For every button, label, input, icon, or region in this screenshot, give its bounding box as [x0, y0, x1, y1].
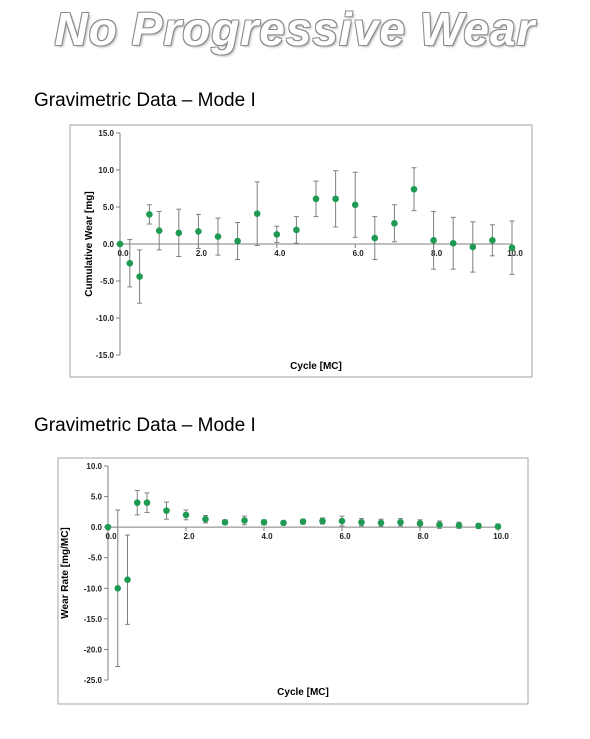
data-point	[126, 259, 134, 267]
y-axis-label: Cumulative Wear [mg]	[84, 191, 95, 296]
data-point	[455, 522, 463, 529]
x-tick-label: 0.0	[117, 249, 129, 258]
data-point	[114, 584, 122, 592]
y-tick-label: -20.0	[84, 645, 103, 654]
data-point	[436, 521, 443, 528]
y-tick-label: -10.0	[96, 314, 115, 323]
data-point	[146, 211, 153, 218]
data-point	[338, 517, 346, 525]
x-tick-label: 6.0	[339, 532, 351, 541]
data-point	[234, 237, 241, 245]
x-tick-label: 6.0	[353, 249, 365, 258]
data-point	[104, 523, 112, 531]
x-tick-label: 2.0	[183, 532, 195, 541]
x-tick-label: 8.0	[417, 532, 429, 541]
data-point	[293, 226, 300, 234]
y-tick-label: 10.0	[98, 166, 114, 175]
data-point	[136, 273, 143, 280]
data-point	[371, 234, 379, 242]
x-tick-label: 0.0	[105, 532, 117, 541]
y-tick-label: 5.0	[91, 493, 103, 502]
data-point	[508, 244, 516, 251]
y-tick-label: -15.0	[96, 351, 115, 360]
y-tick-label: -10.0	[84, 584, 103, 593]
data-point	[377, 519, 385, 527]
data-point	[253, 210, 261, 217]
slide-title: No Progressive Wear	[54, 3, 536, 55]
data-point	[319, 517, 326, 525]
y-axis-label: Wear Rate [mg/MC]	[60, 527, 71, 619]
y-tick-label: 15.0	[98, 129, 114, 138]
cumulative-wear-chart: 15.0 10.0 5.0 0.0 -5.0 -10.0 -15.0 0.0 2.0 4.0 6.0…	[69, 124, 533, 378]
data-point	[351, 201, 359, 209]
chart-frame	[69, 124, 533, 378]
x-tick-label: 8.0	[431, 249, 443, 258]
chart-title-cumulative-wear: Gravimetric Data – Mode I	[34, 90, 256, 111]
data-point	[155, 227, 163, 234]
data-point	[133, 499, 141, 506]
data-point	[332, 195, 339, 203]
x-tick-label: 4.0	[261, 532, 273, 541]
data-point	[397, 518, 404, 526]
data-point	[358, 518, 365, 526]
data-point	[273, 231, 281, 238]
data-point	[241, 517, 248, 524]
chart-title-wear-rate: Gravimetric Data – Mode I	[34, 415, 256, 436]
data-point	[299, 518, 307, 525]
x-tick-label: 10.0	[507, 249, 523, 258]
data-point	[430, 237, 437, 244]
data-point	[214, 233, 222, 240]
wear-rate-chart: 10.0 5.0 0.0 -5.0 -10.0 -15.0 -20.0 -25.0 0.0 2.0…	[57, 457, 529, 705]
y-tick-label: 10.0	[86, 462, 102, 471]
data-point	[416, 520, 424, 527]
data-point	[202, 515, 209, 523]
x-tick-label: 10.0	[493, 532, 509, 541]
chart-frame	[57, 457, 529, 705]
x-tick-label: 4.0	[274, 249, 286, 258]
x-axis-label: Cycle [MC]	[290, 361, 342, 372]
x-axis-label: Cycle [MC]	[277, 687, 329, 698]
data-point	[494, 523, 502, 530]
data-point	[410, 185, 418, 193]
data-point	[312, 195, 320, 203]
data-point	[469, 243, 477, 251]
data-point	[260, 518, 268, 526]
data-point	[475, 522, 482, 530]
data-point	[391, 219, 398, 227]
data-point	[116, 240, 124, 248]
y-tick-label: -15.0	[84, 615, 103, 624]
data-point	[449, 239, 457, 247]
data-point	[195, 228, 202, 235]
data-point	[182, 511, 190, 519]
data-point	[280, 519, 287, 527]
data-point	[143, 499, 151, 506]
y-tick-label: -5.0	[100, 277, 114, 286]
y-tick-label: 0.0	[91, 523, 103, 532]
data-point	[175, 229, 183, 237]
y-tick-label: -5.0	[88, 554, 102, 563]
data-point	[163, 507, 170, 514]
y-tick-label: -25.0	[84, 676, 103, 685]
data-point	[221, 518, 229, 526]
x-tick-label: 2.0	[196, 249, 208, 258]
y-tick-label: 5.0	[103, 203, 115, 212]
data-point	[124, 576, 131, 584]
y-tick-label: 0.0	[103, 240, 115, 249]
data-point	[489, 237, 496, 244]
